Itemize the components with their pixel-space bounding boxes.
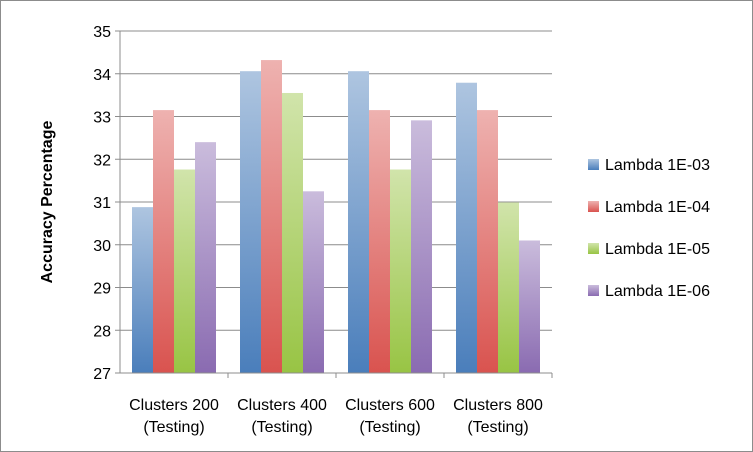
y-tick-label: 29 xyxy=(93,281,111,298)
bar xyxy=(519,240,540,373)
x-category-label: (Testing) xyxy=(251,419,312,436)
y-tick-labels: 27 28 29 30 31 32 33 34 35 xyxy=(93,24,111,383)
bar xyxy=(456,82,477,373)
legend-label: Lambda 1E-03 xyxy=(605,157,710,174)
bar xyxy=(498,202,519,373)
legend-label: Lambda 1E-04 xyxy=(605,199,710,216)
x-category-labels: Clusters 200 (Testing) Clusters 400 (Testin… xyxy=(129,397,543,436)
y-tick-label: 31 xyxy=(93,195,111,212)
y-tick-label: 35 xyxy=(93,24,111,41)
x-category-label: (Testing) xyxy=(143,419,204,436)
bar xyxy=(282,92,303,374)
bars xyxy=(132,60,540,374)
x-category-label: (Testing) xyxy=(359,419,420,436)
x-category-label: (Testing) xyxy=(467,419,528,436)
y-axis-label: Accuracy Percentage xyxy=(39,121,56,284)
legend-label: Lambda 1E-05 xyxy=(605,241,710,258)
bar xyxy=(240,71,261,373)
bar xyxy=(348,71,369,373)
legend-swatch xyxy=(588,243,599,254)
y-tick-label: 32 xyxy=(93,152,111,169)
bar xyxy=(195,142,216,373)
bar xyxy=(411,120,432,373)
x-category-label: Clusters 200 xyxy=(129,397,219,414)
bar xyxy=(132,207,153,373)
y-tick-label: 30 xyxy=(93,238,111,255)
legend-swatch xyxy=(588,285,599,296)
bar xyxy=(390,169,411,373)
legend-swatch xyxy=(588,201,599,212)
axes xyxy=(115,30,553,378)
legend: Lambda 1E-03 Lambda 1E-04 Lambda 1E-05 Lamb… xyxy=(588,157,710,300)
x-category-label: Clusters 800 xyxy=(453,397,543,414)
bar xyxy=(369,110,390,374)
y-tick-label: 34 xyxy=(93,67,111,84)
bar xyxy=(303,191,324,373)
y-tick-label: 27 xyxy=(93,366,111,383)
bar xyxy=(477,110,498,374)
legend-swatch xyxy=(588,159,599,170)
x-category-label: Clusters 400 xyxy=(237,397,327,414)
bar xyxy=(261,60,282,373)
y-tick-label: 33 xyxy=(93,110,111,127)
bar xyxy=(174,169,195,373)
legend-label: Lambda 1E-06 xyxy=(605,283,710,300)
y-tick-label: 28 xyxy=(93,323,111,340)
x-category-label: Clusters 600 xyxy=(345,397,435,414)
bar xyxy=(153,110,174,374)
